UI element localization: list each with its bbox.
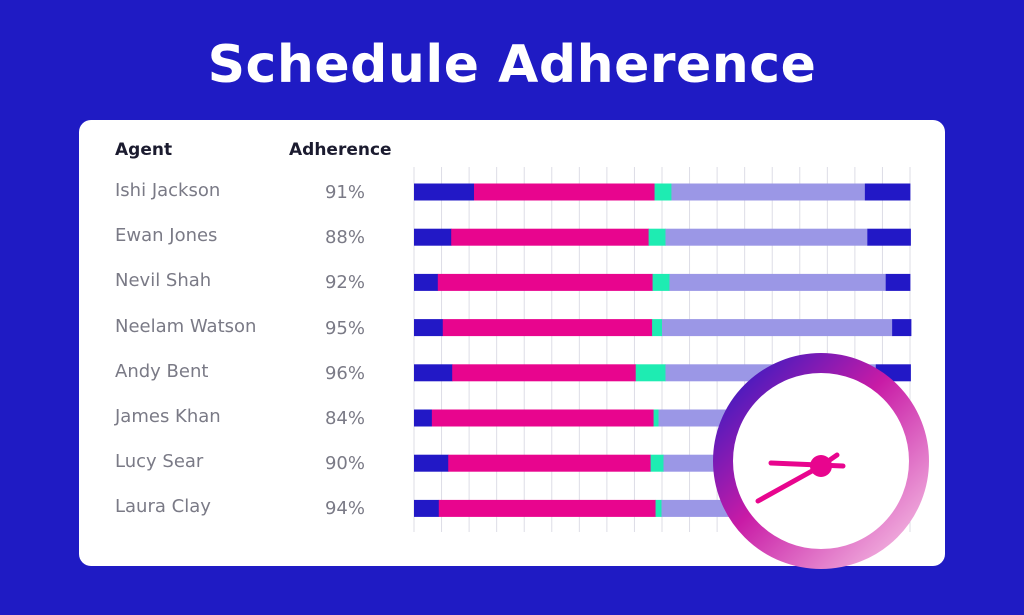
adherence-value: 94% (324, 498, 365, 520)
clock-center (810, 455, 832, 477)
bar-segment (652, 273, 670, 291)
bar-segment (414, 499, 440, 517)
adherence-value: 95% (324, 317, 365, 339)
bar-segment (648, 228, 666, 246)
bar-segment (665, 228, 868, 246)
bar-segment (442, 319, 653, 337)
bar-segment (892, 319, 912, 337)
adherence-column-header: Adherence (289, 140, 392, 160)
bar-segment (414, 273, 439, 291)
agent-name: Lucy Sear (115, 451, 204, 473)
agent-name: Ishi Jackson (115, 180, 221, 201)
bar-segment (414, 364, 453, 382)
clock-icon (713, 353, 929, 569)
agent-name: Neelam Watson (115, 315, 257, 337)
bar-segment (652, 319, 663, 337)
bar-segment (452, 364, 637, 382)
bar-segment (448, 454, 651, 472)
adherence-value: 91% (324, 182, 365, 203)
bar-segment (635, 364, 666, 382)
bar-segment (885, 273, 911, 291)
agent-name: Nevil Shah (115, 270, 212, 292)
bar-segment (671, 183, 866, 201)
adherence-value: 84% (324, 408, 365, 429)
page-title: Schedule Adherence (207, 35, 817, 95)
bar-segment (414, 319, 444, 337)
agent-name: James Khan (115, 406, 221, 427)
adherence-value: 96% (324, 362, 365, 384)
bar-segment (414, 454, 449, 472)
bar-segment (864, 183, 911, 201)
bar-segment (474, 183, 655, 201)
bar-segment (431, 409, 654, 427)
bar-segment (654, 183, 672, 201)
bar-segment (867, 228, 911, 246)
bar-segment (650, 454, 664, 472)
bar-segment (437, 273, 653, 291)
bar-segment (414, 183, 475, 201)
agent-name: Andy Bent (115, 360, 209, 382)
clock-hand-hour (768, 460, 846, 469)
adherence-value: 92% (324, 272, 365, 294)
bar-segment (669, 273, 887, 291)
bar-segment (414, 409, 433, 427)
bar-segment (414, 228, 452, 246)
bar-segment (662, 319, 893, 337)
adherence-card: Agent Adherence Ishi Jackson 91% Ewan Jone… (79, 120, 945, 566)
agent-column-header: Agent (115, 140, 173, 160)
agent-name: Laura Clay (115, 496, 211, 518)
adherence-value: 90% (324, 453, 365, 475)
clock-hand-minute (755, 463, 824, 504)
bar-segment (438, 499, 656, 517)
agent-name: Ewan Jones (115, 225, 218, 247)
bar-segment (451, 228, 650, 246)
bar-segment (655, 499, 662, 517)
bar-segment (653, 409, 659, 427)
adherence-value: 88% (324, 227, 365, 249)
